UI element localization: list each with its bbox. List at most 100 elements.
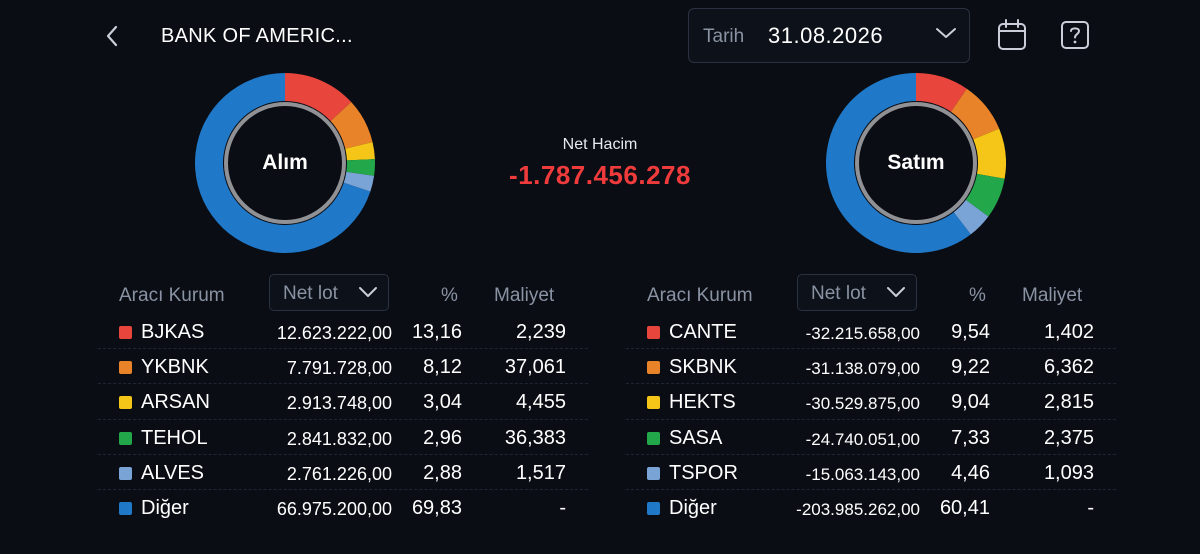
cost-value: 6,362 [1043, 356, 1094, 379]
color-swatch [119, 361, 132, 375]
color-swatch [647, 361, 660, 375]
cost-value: 36,383 [504, 426, 566, 449]
broker-name: ALVES [141, 461, 204, 484]
cost-value: 4,455 [515, 391, 566, 414]
percent-value: 7,33 [951, 426, 990, 449]
table-row[interactable]: SKBNK -31.138.079,00 9,22 6,362 [626, 349, 1116, 385]
buy-donut-label: Alım [262, 151, 308, 174]
donut-slice-diğer [826, 73, 971, 253]
table-row[interactable]: BJKAS 12.623.222,00 13,16 2,239 [98, 314, 588, 350]
color-swatch [119, 501, 132, 515]
table-row[interactable]: CANTE -32.215.658,00 9,54 1,402 [626, 314, 1116, 350]
percent-value: 9,04 [951, 391, 990, 414]
sell-donut-label: Satım [887, 151, 945, 174]
broker-name: ARSAN [141, 391, 210, 414]
color-swatch [119, 466, 132, 480]
page-title: BANK OF AMERIC... [161, 25, 353, 47]
cost-value: - [1087, 496, 1094, 519]
broker-name: BJKAS [141, 321, 205, 343]
calendar-icon [998, 19, 1026, 50]
broker-name: HEKTS [669, 391, 736, 414]
sell-donut-chart [826, 73, 1006, 253]
broker-name: SKBNK [669, 356, 737, 379]
broker-name: Diğer [669, 496, 717, 519]
color-swatch [119, 431, 132, 445]
donut-slice-tehol [346, 159, 375, 176]
col-percent: % [969, 285, 986, 306]
percent-value: 2,88 [423, 461, 462, 484]
col-kurum: Aracı Kurum [647, 285, 753, 306]
donut-inner-ring [224, 102, 346, 224]
color-swatch [647, 326, 660, 339]
net-lot-value: 12.623.222,00 [276, 323, 392, 343]
cost-value: 2,239 [515, 321, 566, 343]
cost-value: 1,093 [1043, 461, 1094, 484]
table-row[interactable]: TEHOL 2.841.832,00 2,96 36,383 [98, 420, 588, 455]
date-picker[interactable]: Tarih 31.08.2026 [688, 8, 970, 63]
net-lot-value: -32.215.658,00 [805, 324, 920, 343]
net-volume-value: -1.787.456.278 [509, 160, 691, 190]
buy-table: Aracı Kurum Net lot % Maliyet BJKAS 12.62… [98, 272, 588, 525]
calendar-button[interactable] [996, 18, 1028, 52]
cost-value: 2,815 [1043, 391, 1094, 414]
table-row[interactable]: Diğer 66.975.200,00 69,83 - [98, 490, 588, 525]
table-row[interactable]: YKBNK 7.791.728,00 8,12 37,061 [98, 349, 588, 385]
color-swatch [647, 431, 660, 445]
net-lot-value: 2.841.832,00 [286, 428, 392, 449]
broker-name: Diğer [141, 496, 189, 519]
color-swatch [119, 396, 132, 410]
broker-name: YKBNK [141, 356, 209, 379]
color-swatch [119, 326, 132, 339]
net-lot-value: -15.063.143,00 [805, 464, 920, 484]
table-row[interactable]: Diğer -203.985.262,00 60,41 - [626, 490, 1116, 525]
col-kurum: Aracı Kurum [119, 285, 225, 306]
donut-slice-tspor [953, 199, 989, 235]
percent-value: 69,83 [411, 496, 462, 519]
cost-value: 1,402 [1043, 321, 1094, 343]
donut-inner-ring [855, 102, 977, 224]
cost-value: 2,375 [1043, 426, 1094, 449]
table-row[interactable]: ALVES 2.761.226,00 2,88 1,517 [98, 455, 588, 490]
date-label: Tarih [703, 26, 745, 47]
percent-value: 8,12 [423, 356, 462, 379]
table-row[interactable]: HEKTS -30.529.875,00 9,04 2,815 [626, 384, 1116, 420]
metric-select-value: Net lot [283, 283, 338, 304]
table-row[interactable]: SASA -24.740.051,00 7,33 2,375 [626, 420, 1116, 455]
percent-value: 2,96 [423, 426, 462, 449]
net-lot-value: 2.913.748,00 [286, 393, 392, 414]
table-row[interactable]: TSPOR -15.063.143,00 4,46 1,093 [626, 455, 1116, 490]
donut-slice-sasa [965, 173, 1005, 217]
percent-value: 9,54 [951, 321, 990, 343]
donut-slice-bjkas [285, 73, 352, 122]
back-button[interactable] [100, 22, 124, 50]
broker-name: SASA [669, 426, 723, 449]
broker-name: TSPOR [669, 461, 738, 484]
col-percent: % [441, 285, 458, 306]
table-row[interactable]: ARSAN 2.913.748,00 3,04 4,455 [98, 384, 588, 420]
donut-slice-ykbnk [330, 102, 373, 149]
cost-value: - [559, 496, 566, 519]
date-value: 31.08.2026 [768, 23, 884, 48]
col-maliyet: Maliyet [1022, 285, 1083, 306]
color-swatch [647, 501, 660, 515]
help-button[interactable] [1059, 18, 1091, 52]
net-volume-label: Net Hacim [562, 136, 638, 153]
col-maliyet: Maliyet [494, 285, 555, 306]
net-lot-value: -24.740.051,00 [805, 429, 920, 449]
percent-value: 60,41 [939, 496, 990, 519]
metric-select[interactable]: Net lot [269, 274, 389, 311]
color-swatch [647, 396, 660, 410]
cost-value: 1,517 [515, 461, 566, 484]
color-swatch [647, 466, 660, 480]
donut-slice-diğer [195, 73, 371, 253]
broker-name: TEHOL [141, 426, 208, 449]
percent-value: 13,16 [411, 321, 462, 343]
metric-select[interactable]: Net lot [797, 274, 917, 311]
net-lot-value: -31.138.079,00 [805, 359, 920, 379]
net-lot-value: 2.761.226,00 [286, 463, 392, 484]
donut-slice-arsan [345, 142, 375, 161]
percent-value: 9,22 [951, 356, 990, 379]
sell-table: Aracı Kurum Net lot % Maliyet CANTE -32.2… [626, 272, 1116, 525]
table-header: Aracı Kurum Net lot % Maliyet [626, 272, 1116, 314]
metric-select-value: Net lot [811, 283, 866, 304]
